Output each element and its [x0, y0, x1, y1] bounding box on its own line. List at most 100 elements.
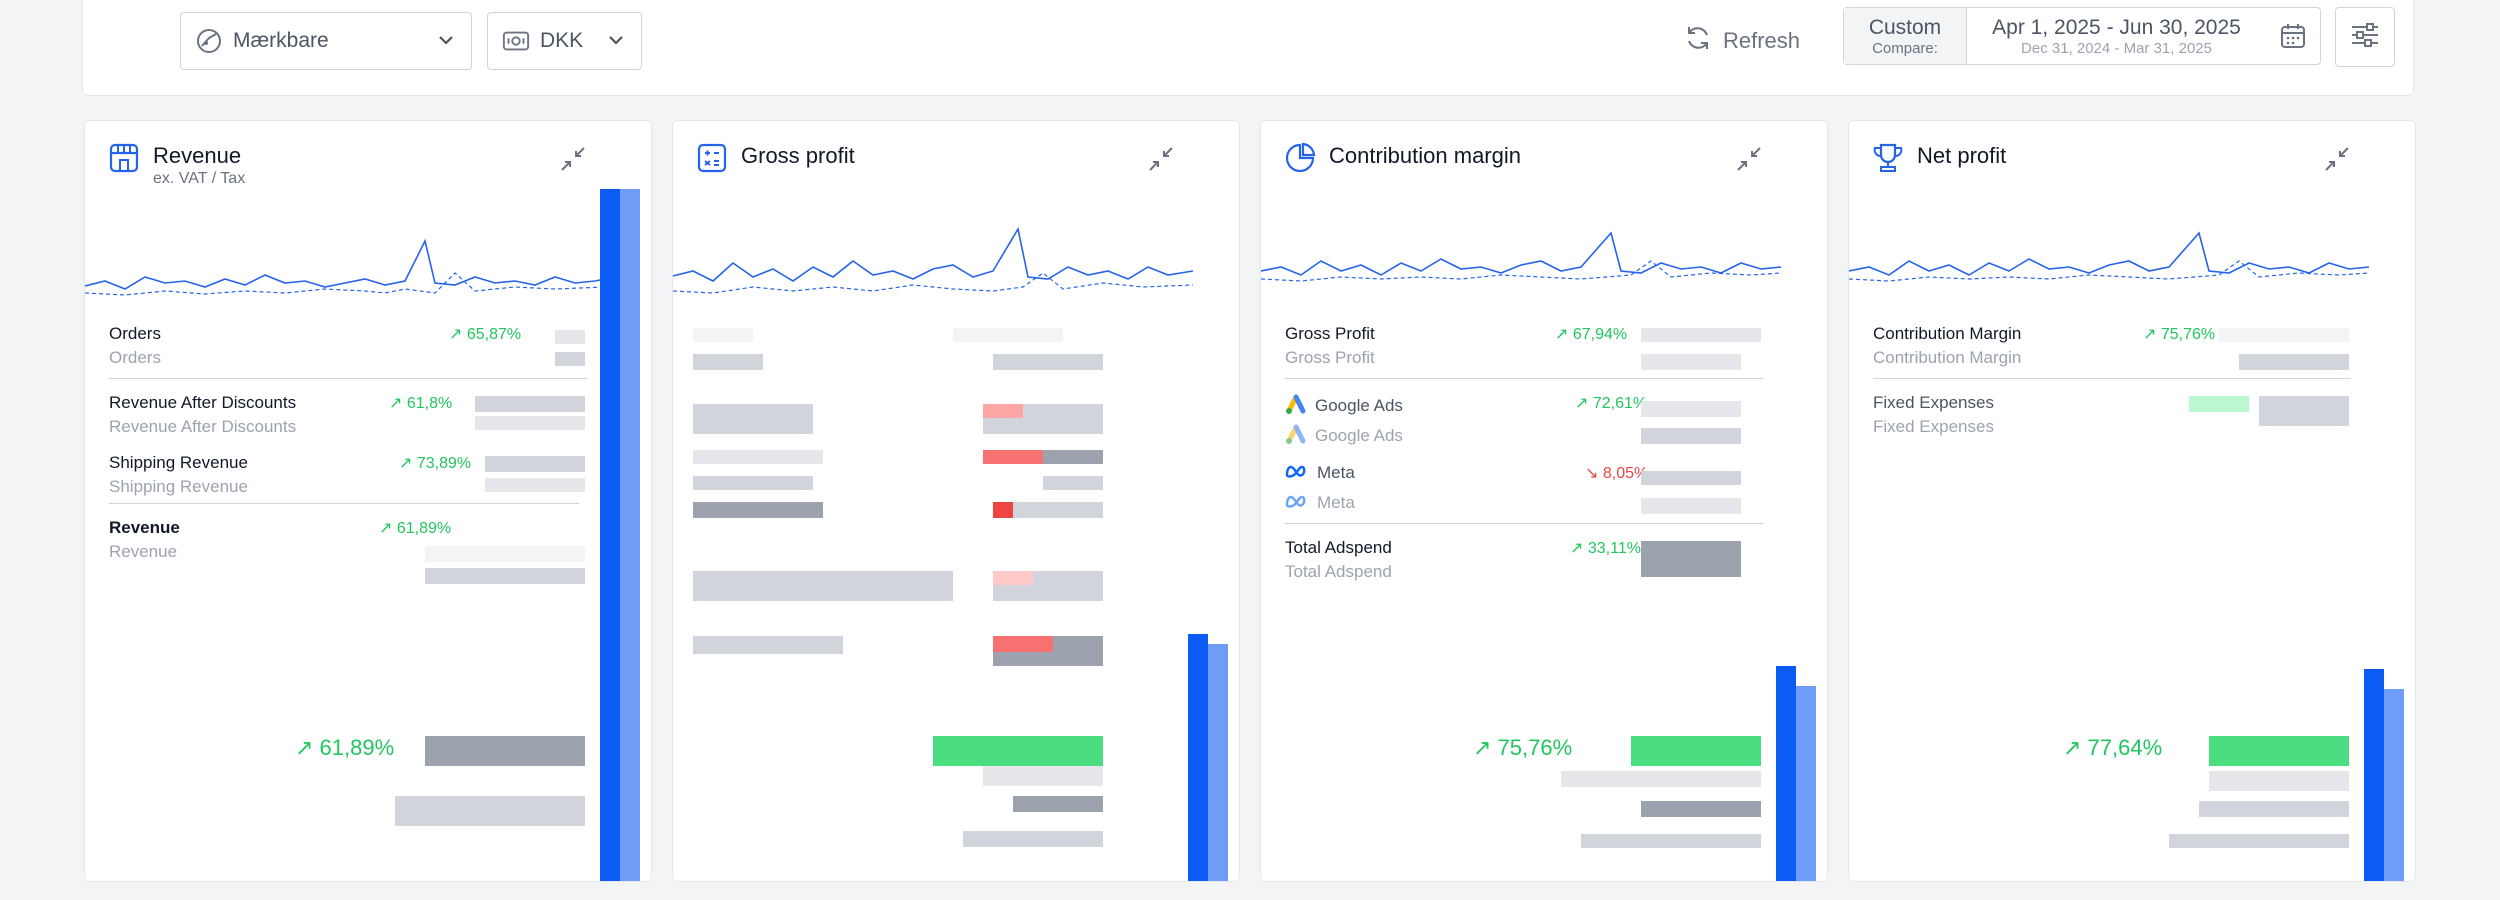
row-name: Meta — [1285, 463, 1355, 484]
row-subname: Google Ads — [1285, 423, 1403, 450]
trend-up-percentage: ↗ 33,11% — [1570, 540, 1641, 557]
card-header: Revenue ex. VAT / Tax — [107, 141, 245, 187]
meta-logo-icon — [1285, 463, 1309, 484]
row-subname: Total Adspend — [1285, 562, 1392, 581]
pct-value: 72,61% — [1592, 395, 1648, 412]
total-trend-percentage: ↗ 61,89% — [295, 735, 395, 760]
list-item[interactable]: Orders Orders ↗ 65,87% — [109, 316, 587, 376]
card-header: Contribution margin — [1283, 141, 1521, 175]
sliders-icon — [2349, 21, 2381, 54]
trend-up-percentage: ↗ 61,89% — [379, 520, 452, 537]
refresh-label: Refresh — [1723, 28, 1801, 53]
brand-select-value: Mærkbare — [233, 29, 329, 52]
row-subname: Revenue After Discounts — [109, 417, 297, 436]
pie-chart-icon — [1283, 141, 1317, 175]
collapse-icon[interactable] — [2319, 141, 2355, 177]
pct-value: 65,87% — [466, 326, 522, 343]
total-pct-value: 75,76% — [1497, 735, 1573, 760]
collapse-icon[interactable] — [555, 141, 591, 177]
breakdown-rows: Orders Orders ↗ 65,87% Revenue After Dis… — [109, 316, 587, 570]
row-name: Shipping Revenue — [109, 453, 248, 472]
row-name: Revenue — [109, 518, 180, 537]
trend-up-percentage: ↗ 75,76% — [2143, 326, 2216, 343]
pct-value: 75,76% — [2160, 326, 2216, 343]
list-item[interactable]: Gross Profit Gross Profit ↗ 67,94% — [1285, 316, 1763, 376]
sparkline — [673, 226, 1193, 294]
brand-logo-icon — [195, 27, 223, 55]
settings-sliders-button[interactable] — [2335, 7, 2395, 67]
calendar-icon[interactable] — [2266, 8, 2320, 64]
google-ads-logo-icon — [1285, 393, 1307, 420]
trend-up-percentage: ↗ 65,87% — [449, 326, 522, 343]
current-period-bar — [600, 189, 620, 881]
trend-up-percentage: ↗ 73,89% — [399, 455, 472, 472]
previous-period-bar — [2384, 689, 2404, 881]
net-profit-card: Net profit Contribution Margin Contribut… — [1848, 120, 2416, 882]
list-item[interactable]: Meta Meta ↘ 8,05% — [1285, 455, 1763, 521]
dashboard-page: Mærkbare DKK Refresh Custom Compare: — [72, 0, 2424, 900]
card-title: Gross profit — [741, 143, 855, 168]
date-range-picker[interactable]: Custom Compare: Apr 1, 2025 - Jun 30, 20… — [1843, 7, 2321, 65]
list-item[interactable]: Revenue After Discounts Revenue After Di… — [109, 385, 587, 445]
meta-logo-icon — [1285, 493, 1309, 514]
refresh-icon — [1683, 23, 1713, 59]
list-item[interactable]: Shipping Revenue Shipping Revenue ↗ 73,8… — [109, 445, 587, 501]
row-subname: Gross Profit — [1285, 348, 1375, 367]
gross-profit-card: Gross profit — [672, 120, 1240, 882]
trend-up-percentage: ↗ 72,61% — [1575, 395, 1648, 412]
total-pct-value: 77,64% — [2087, 735, 2163, 760]
currency-select[interactable]: DKK — [487, 12, 642, 70]
compare-label: Compare: — [1872, 39, 1938, 57]
pct-value: 61,8% — [406, 395, 453, 412]
collapse-icon[interactable] — [1731, 141, 1767, 177]
list-item[interactable]: Fixed Expenses Fixed Expenses — [1873, 385, 2351, 445]
refresh-button[interactable]: Refresh — [1683, 17, 1800, 65]
row-subname-text: Google Ads — [1315, 425, 1403, 445]
store-icon — [107, 141, 141, 175]
row-name: Fixed Expenses — [1873, 393, 1994, 412]
chevron-down-icon — [605, 29, 627, 57]
date-mode-label: Custom — [1868, 15, 1942, 39]
current-period-bar — [1776, 666, 1796, 881]
list-item[interactable]: Contribution Margin Contribution Margin … — [1873, 316, 2351, 376]
card-title: Revenue — [153, 143, 242, 168]
list-item[interactable]: Total Adspend Total Adspend ↗ 33,11% — [1285, 530, 1763, 590]
pct-value: 8,05% — [1602, 465, 1649, 482]
calculator-icon — [695, 141, 729, 175]
trophy-icon — [1871, 141, 1905, 175]
row-subname: Meta — [1285, 493, 1355, 514]
divider — [1285, 523, 1763, 524]
date-mode[interactable]: Custom Compare: — [1844, 8, 1967, 64]
current-period-bar — [1188, 634, 1208, 881]
list-item[interactable]: Google Ads Google Ads ↗ 72,61% — [1285, 385, 1763, 455]
row-subname-text: Meta — [1317, 493, 1355, 512]
sparkline — [85, 238, 605, 296]
row-subname: Contribution Margin — [1873, 348, 2022, 367]
banknote-icon — [502, 27, 530, 55]
card-header: Net profit — [1871, 141, 2006, 175]
row-subname: Orders — [109, 348, 161, 367]
pct-value: 33,11% — [1587, 540, 1641, 557]
total-pct-value: 61,89% — [319, 735, 395, 760]
row-name: Revenue After Discounts — [109, 393, 297, 412]
date-range-value: Apr 1, 2025 - Jun 30, 2025 — [1992, 15, 2241, 39]
row-name: Orders — [109, 324, 161, 343]
divider — [1285, 378, 1763, 379]
breakdown-rows: Gross Profit Gross Profit ↗ 67,94% Googl… — [1285, 316, 1763, 590]
pct-value: 73,89% — [416, 455, 472, 472]
card-title: Net profit — [1917, 143, 2007, 168]
sparkline — [1261, 231, 1781, 282]
breakdown-rows: Contribution Margin Contribution Margin … — [1873, 316, 2351, 445]
collapse-icon[interactable] — [1143, 141, 1179, 177]
brand-select[interactable]: Mærkbare — [180, 12, 472, 70]
card-header: Gross profit — [695, 141, 855, 175]
sparkline — [1849, 231, 2369, 282]
trend-up-percentage: ↗ 61,8% — [389, 395, 453, 412]
revenue-card: Revenue ex. VAT / Tax Orders Orders ↗ 65… — [84, 120, 652, 882]
list-item[interactable]: Revenue Revenue ↗ 61,89% — [109, 510, 587, 570]
row-name: Gross Profit — [1285, 324, 1375, 343]
date-range-display[interactable]: Apr 1, 2025 - Jun 30, 2025 Dec 31, 2024 … — [1967, 8, 2266, 64]
row-name: Google Ads — [1285, 393, 1403, 420]
previous-period-bar — [1796, 686, 1816, 881]
trend-down-percentage: ↘ 8,05% — [1585, 465, 1649, 482]
